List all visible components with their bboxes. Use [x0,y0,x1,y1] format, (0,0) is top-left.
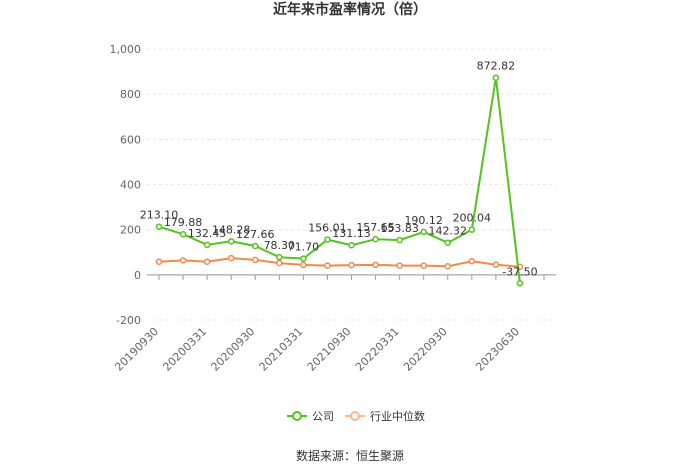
data-point[interactable] [276,259,283,267]
y-tick-label: 0 [134,269,141,282]
data-point[interactable] [348,241,355,249]
data-point[interactable] [203,241,211,249]
data-point[interactable] [300,255,307,262]
data-point[interactable] [468,258,476,265]
data-point[interactable] [396,236,403,244]
data-point[interactable] [516,280,524,287]
data-point[interactable] [444,263,451,270]
data-point[interactable] [179,257,187,264]
data-point[interactable] [252,242,259,250]
data-label: 142.32 [429,225,468,238]
data-point[interactable] [227,254,235,262]
data-label: 127.66 [236,228,275,241]
data-point[interactable] [420,228,427,236]
x-tick-label: 20220930 [401,325,450,374]
data-label: 190.12 [404,214,443,227]
x-tick-label: 20210930 [305,325,354,374]
legend-marker-icon [292,411,302,421]
data-point[interactable] [227,238,235,245]
data-label: 78.30 [264,239,296,252]
series-line [158,257,520,268]
series-line [158,77,521,284]
data-point[interactable] [324,262,331,269]
data-label: 131.13 [332,227,371,240]
x-axis: 20190930 20200331 20200930 20210331 20210930… [112,274,556,374]
data-point[interactable] [372,235,379,243]
data-point[interactable] [468,226,476,233]
series-group: 213.10179.88132.45148.28127.6678.3071.70… [140,60,538,287]
series-company: 213.10179.88132.45148.28127.6678.3071.70… [140,60,538,287]
x-tick-label: 20210331 [257,325,306,374]
x-tick-label: 20220331 [353,325,402,374]
legend-item-company[interactable]: 公司 [287,410,334,423]
data-point[interactable] [348,261,355,269]
legend-marker-icon [350,411,360,421]
data-point[interactable] [300,261,307,269]
data-point[interactable] [492,74,500,81]
data-point[interactable] [179,230,187,238]
data-source-note: 数据来源：恒生聚源 [296,448,404,463]
x-tick-label: 20230630 [473,325,522,374]
data-label: 153.83 [380,222,419,235]
data-point[interactable] [444,239,451,246]
data-label: 148.28 [212,223,251,236]
data-point[interactable] [372,261,379,269]
chart-title: 近年来市盈率情况（倍） [273,1,427,18]
data-point[interactable] [324,236,331,243]
data-label: -37.50 [502,265,537,278]
data-point[interactable] [203,258,211,265]
data-label: 156.01 [308,222,347,235]
legend-label: 行业中位数 [370,409,425,423]
x-tick-label: 20200331 [160,325,209,374]
data-point[interactable] [155,258,163,265]
y-tick-label: 600 [120,133,141,146]
data-label: 872.82 [477,60,516,73]
x-tick-label: 20190930 [112,325,161,374]
series-industry-median [155,254,524,270]
data-point[interactable] [396,262,403,269]
y-tick-label: -200 [116,314,141,327]
data-label: 213.10 [140,209,179,222]
y-tick-label: 800 [120,88,141,101]
data-point[interactable] [276,253,283,261]
legend-label: 公司 [312,410,334,423]
data-point[interactable] [420,262,427,269]
data-label: 71.70 [288,241,320,254]
x-tick-label: 20200930 [209,325,258,374]
data-point[interactable] [492,261,500,268]
data-point[interactable] [252,256,259,264]
y-tick-label: 1,000 [110,43,142,56]
data-point[interactable] [155,223,163,230]
legend[interactable]: 公司 行业中位数 [287,409,425,423]
y-tick-label: 400 [120,179,141,192]
y-axis-ticks: 1,000 800 600 400 200 0 -200 [110,43,142,327]
y-tick-label: 200 [120,224,141,237]
legend-item-industry-median[interactable]: 行业中位数 [345,409,425,423]
data-label: 200.04 [453,212,492,225]
data-label: 132.45 [188,227,227,240]
data-label: 179.88 [164,216,203,229]
data-label: 157.65 [356,221,395,234]
